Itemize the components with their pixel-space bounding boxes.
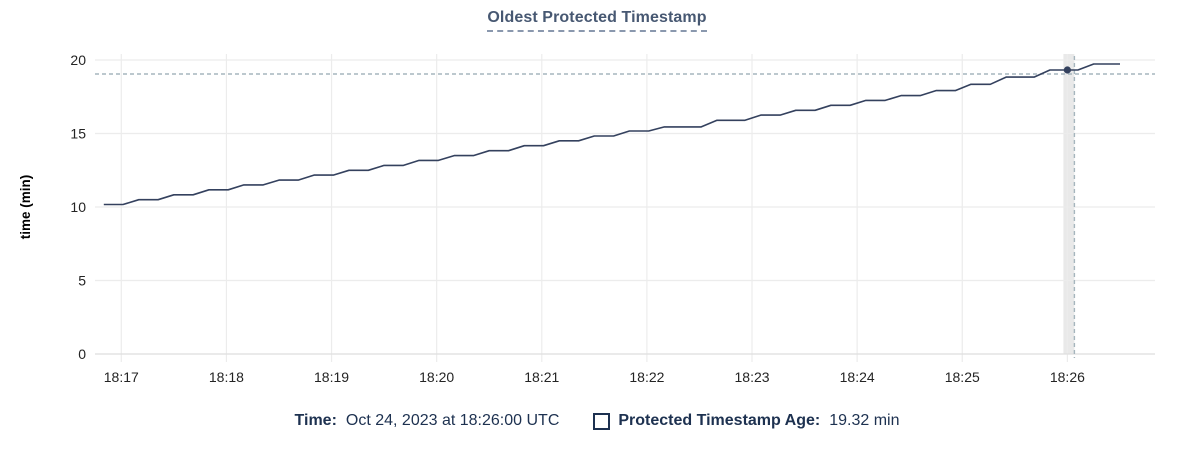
x-tick-labels: 18:17 18:18 18:19 18:20 18:21 18:22 18:23 18:24… [104, 369, 1085, 385]
chart-header: Oldest Protected Timestamp [0, 0, 1194, 38]
x-tick-label: 18:25 [945, 369, 980, 385]
y-tick-label: 0 [78, 346, 86, 362]
x-tick-label: 18:21 [524, 369, 559, 385]
y-tick-labels: 0 5 10 15 20 [70, 52, 86, 362]
hover-dot [1063, 66, 1071, 74]
y-tick-label: 5 [78, 273, 86, 289]
x-tick-label: 18:24 [840, 369, 875, 385]
y-axis-title: time (min) [18, 175, 33, 240]
x-tick-label: 18:20 [419, 369, 454, 385]
legend-series-label: Protected Timestamp Age: [618, 412, 821, 429]
legend-time: Time: Oct 24, 2023 at 18:26:00 UTC [295, 412, 560, 430]
x-tick-label: 18:26 [1050, 369, 1085, 385]
y-tick-label: 10 [70, 199, 86, 215]
timeseries-chart[interactable]: 18:17 18:18 18:19 18:20 18:21 18:22 18:23 18:24… [0, 38, 1194, 402]
hover-band [1063, 54, 1075, 354]
x-tick-label: 18:18 [209, 369, 244, 385]
y-tick-label: 20 [70, 52, 86, 68]
legend-time-value: Oct 24, 2023 at 18:26:00 UTC [345, 412, 560, 429]
y-gridlines [95, 59, 1155, 355]
legend-time-label: Time: [294, 412, 337, 429]
x-tick-label: 18:22 [629, 369, 664, 385]
legend-series: Protected Timestamp Age: 19.32 min [593, 412, 899, 430]
y-tick-label: 15 [70, 126, 86, 142]
x-tick-label: 18:23 [735, 369, 770, 385]
x-tick-label: 18:19 [314, 369, 349, 385]
series-line [103, 63, 1120, 206]
x-tick-label: 18:17 [104, 369, 139, 385]
x-gridlines [120, 54, 1068, 362]
legend-series-value: 19.32 min [829, 412, 900, 429]
chart-title: Oldest Protected Timestamp [487, 9, 707, 32]
chart-legend: Time: Oct 24, 2023 at 18:26:00 UTC Prote… [0, 412, 1194, 430]
legend-checkbox-icon[interactable] [593, 412, 611, 430]
